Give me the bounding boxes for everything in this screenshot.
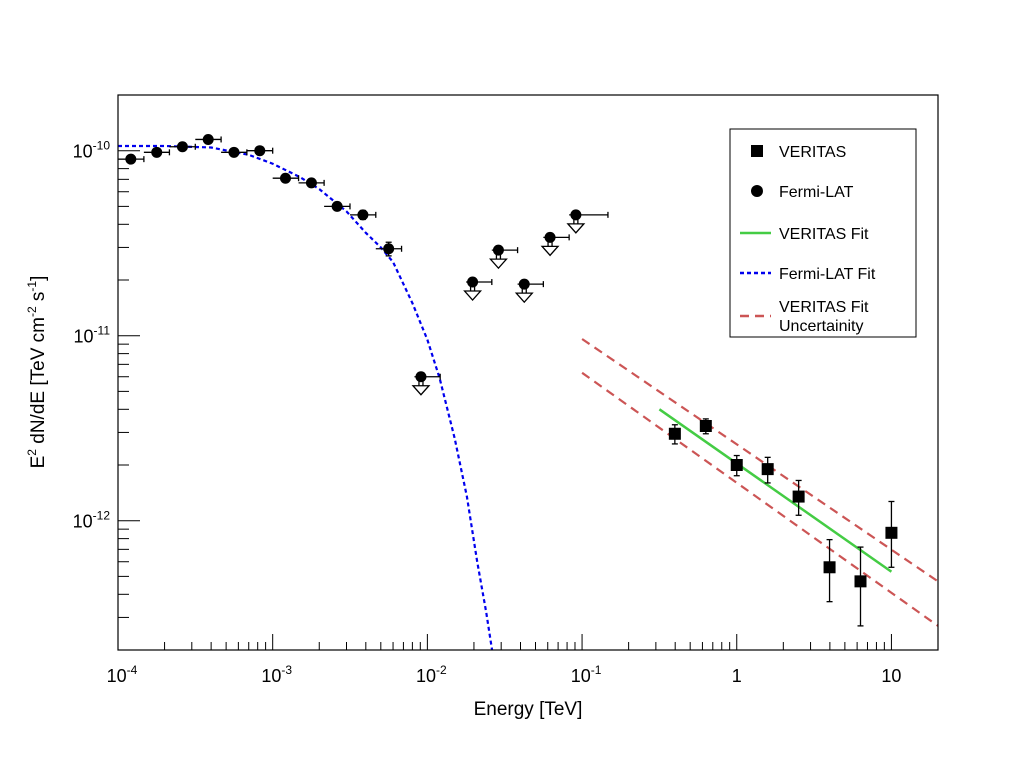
upper-limit-arrow xyxy=(566,223,586,234)
upper-limit-point xyxy=(415,371,427,383)
fermi-point xyxy=(254,145,266,157)
x-tick-label: 10-4 xyxy=(107,663,138,686)
upper-limit-arrow xyxy=(463,290,483,302)
legend-veritas-label: VERITAS xyxy=(779,144,846,161)
fermi-point xyxy=(279,172,291,184)
veritas-point xyxy=(761,463,774,476)
legend-uncertainty-label: VERITAS Fit xyxy=(779,299,869,316)
plot-frame xyxy=(117,94,939,651)
legend-fermi-fit-label: Fermi-LAT Fit xyxy=(779,266,876,283)
fermi-point xyxy=(202,133,214,145)
veritas-point xyxy=(668,427,681,440)
x-tick-label: 10-1 xyxy=(571,663,602,686)
veritas-point xyxy=(854,575,867,588)
upper-limit-arrow xyxy=(514,292,534,304)
veritas-point xyxy=(699,419,712,432)
legend-fermi-marker xyxy=(751,185,763,197)
fermi-point xyxy=(228,146,240,158)
data-points xyxy=(118,133,898,627)
veritas-point xyxy=(823,561,836,574)
fit-curve xyxy=(581,338,938,583)
veritas-point xyxy=(885,526,898,539)
y-tick-label: 10-10 xyxy=(73,139,111,162)
fermi-point xyxy=(357,209,369,221)
upper-limit-point xyxy=(492,244,504,256)
fermi-point xyxy=(383,243,395,255)
legend-veritas-fit-label: VERITAS Fit xyxy=(779,226,869,243)
fermi-point xyxy=(305,177,317,189)
fit-curve xyxy=(581,371,938,627)
fit-curve xyxy=(118,144,494,650)
axis-ticks xyxy=(117,94,939,651)
upper-limit-arrow xyxy=(488,258,508,270)
upper-limit-point xyxy=(544,231,556,243)
legend-uncertainty-label-2: Uncertainity xyxy=(779,318,863,335)
veritas-point xyxy=(792,490,805,503)
x-tick-label: 10-2 xyxy=(416,663,447,686)
fermi-point xyxy=(125,153,137,165)
upper-limit-point xyxy=(570,209,582,221)
legend-veritas-marker xyxy=(751,145,763,157)
legend-fermi-label: Fermi-LAT xyxy=(779,184,854,201)
legend: VERITAS Fermi-LAT VERITAS Fit Fermi-LAT … xyxy=(729,128,917,338)
fit-curves xyxy=(118,144,938,650)
y-axis-label: E2 dN/dE [TeV cm-2 s-1] xyxy=(25,276,49,469)
y-tick-label: 10-11 xyxy=(74,324,111,347)
x-tick-label: 1 xyxy=(732,666,742,686)
veritas-point xyxy=(730,459,743,471)
upper-limit-arrow xyxy=(411,385,431,396)
fit-curve xyxy=(658,408,893,573)
x-axis-label: Energy [TeV] xyxy=(474,699,583,720)
upper-limit-point xyxy=(467,276,479,288)
y-tick-label: 10-12 xyxy=(73,509,111,532)
fermi-point xyxy=(331,200,343,212)
fermi-point xyxy=(176,141,188,153)
upper-limit-point xyxy=(518,278,530,290)
x-tick-label: 10-3 xyxy=(261,663,292,686)
fermi-point xyxy=(151,146,163,158)
x-tick-label: 10 xyxy=(881,666,901,686)
upper-limit-arrow xyxy=(540,245,560,257)
